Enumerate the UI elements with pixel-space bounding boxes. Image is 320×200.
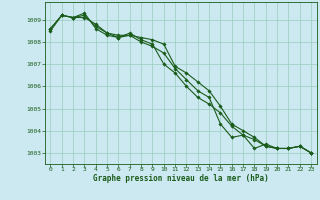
X-axis label: Graphe pression niveau de la mer (hPa): Graphe pression niveau de la mer (hPa) <box>93 174 269 183</box>
